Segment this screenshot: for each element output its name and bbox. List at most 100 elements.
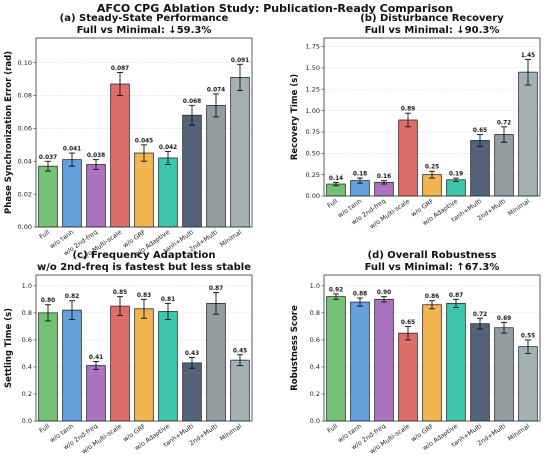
data-label: 0.41: [89, 355, 103, 361]
axes-frame: [323, 274, 541, 422]
panel-subtitle: w/o 2nd-freq is fastest but less stable: [37, 262, 251, 273]
bar-w-o-2nd-freq: [86, 164, 106, 228]
data-label: 0.45: [233, 348, 247, 354]
y-tick-label: 0.75: [306, 128, 320, 136]
bar-full: [326, 296, 346, 422]
data-label: 0.65: [401, 320, 415, 326]
data-label: 0.82: [65, 294, 79, 300]
x-tick-label: Minimal: [219, 423, 243, 443]
data-label: 0.72: [473, 312, 487, 318]
panel-title: (b) Disturbance Recovery: [360, 13, 504, 24]
data-label: 0.87: [209, 286, 223, 292]
data-label: 0.037: [39, 155, 57, 161]
x-tick-label: Full: [326, 423, 339, 435]
y-tick-label: 0.00: [18, 223, 32, 231]
panel-subtitle: Full vs Minimal: ↓59.3%: [77, 25, 212, 36]
axes-frame: [323, 37, 541, 197]
y-axis-label: Settling Time (s): [4, 308, 14, 388]
data-label: 0.92: [329, 287, 343, 293]
y-tick-label: 1.25: [306, 85, 320, 93]
bar-tanh-multi: [470, 323, 490, 422]
data-label: 0.042: [159, 145, 177, 151]
panel-subtitle: Full vs Minimal: ↑67.3%: [365, 262, 500, 273]
y-tick-label: 0.04: [18, 157, 32, 165]
y-tick-label: 1.50: [306, 64, 320, 72]
bar-w-o-grf: [134, 152, 154, 228]
bar-w-o-tanh: [350, 301, 370, 422]
y-tick-label: 1.0: [310, 282, 320, 290]
bar-w-o-multi-scale: [398, 119, 418, 197]
y-tick-label: 0.06: [18, 125, 32, 133]
y-tick-label: 0.8: [310, 309, 320, 317]
data-label: 0.43: [185, 351, 199, 357]
data-label: 0.55: [521, 333, 535, 339]
x-tick-label: Minimal: [507, 198, 531, 218]
data-label: 0.85: [113, 290, 127, 296]
data-label: 0.038: [87, 153, 105, 159]
data-label: 0.18: [353, 172, 367, 178]
bar-w-o-adaptive: [158, 311, 178, 422]
bar-tanh-multi: [470, 140, 490, 197]
panel-title: (a) Steady-State Performance: [60, 13, 229, 24]
axes-frame: [35, 37, 253, 228]
bar-w-o-grf: [134, 308, 154, 422]
bar-2nd-multi: [494, 134, 514, 197]
bar-2nd-multi: [494, 327, 514, 422]
bar-full: [38, 312, 58, 422]
panel-subtitle: Full vs Minimal: ↓90.3%: [365, 25, 500, 36]
y-tick-label: 0.6: [310, 336, 320, 344]
data-label: 0.041: [63, 147, 81, 153]
bar-full: [38, 165, 58, 228]
y-axis-label: Recovery Time (s): [290, 74, 300, 160]
data-label: 0.045: [135, 138, 153, 144]
bar-w-o-tanh: [62, 159, 82, 228]
y-tick-label: 0.00: [306, 192, 320, 200]
y-tick-label: 0.8: [22, 309, 32, 317]
y-tick-label: 0.0: [310, 417, 320, 425]
y-tick-label: 0.08: [18, 92, 32, 100]
bar-w-o-adaptive: [158, 157, 178, 228]
y-tick-label: 1.00: [306, 107, 320, 115]
data-label: 0.72: [497, 120, 511, 126]
panel-title: (d) Overall Robustness: [368, 250, 497, 261]
bar-minimal: [518, 71, 538, 197]
y-tick-label: 1.75: [306, 43, 320, 51]
data-label: 0.16: [377, 174, 391, 180]
y-tick-label: 0.6: [22, 336, 32, 344]
data-label: 0.074: [207, 87, 225, 93]
y-axis-label: Robustness Score: [290, 305, 300, 391]
bar-w-o-multi-scale: [398, 332, 418, 422]
data-label: 0.69: [497, 316, 511, 322]
bar-w-o-adaptive: [446, 179, 466, 197]
bar-minimal: [230, 359, 250, 422]
bar-2nd-multi: [206, 302, 226, 422]
bar-tanh-multi: [182, 114, 202, 228]
data-label: 0.087: [111, 66, 129, 72]
bar-w-o-tanh: [62, 309, 82, 422]
bar-w-o-2nd-freq: [86, 365, 106, 422]
y-tick-label: 1.0: [22, 282, 32, 290]
data-label: 0.14: [329, 176, 343, 182]
bar-w-o-adaptive: [446, 302, 466, 422]
y-tick-label: 0.4: [310, 363, 320, 371]
x-tick-label: Minimal: [219, 229, 243, 249]
y-tick-label: 0.10: [18, 59, 32, 67]
data-label: 0.068: [183, 99, 201, 105]
x-tick-label: Minimal: [507, 423, 531, 443]
y-tick-label: 0.4: [22, 363, 32, 371]
bar-2nd-multi: [206, 104, 226, 228]
x-tick-label: Full: [38, 229, 51, 241]
data-label: 0.25: [425, 165, 439, 171]
bar-w-o-multi-scale: [110, 305, 130, 422]
data-label: 0.091: [231, 58, 249, 64]
bar-tanh-multi: [182, 362, 202, 422]
x-tick-label: Full: [326, 198, 339, 210]
data-label: 0.90: [377, 290, 391, 296]
y-tick-label: 0.25: [306, 171, 320, 179]
data-label: 0.83: [137, 293, 151, 299]
